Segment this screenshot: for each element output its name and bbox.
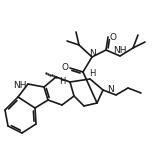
Text: O: O (62, 63, 68, 73)
Text: NH: NH (14, 80, 27, 90)
Text: N: N (107, 85, 114, 95)
Text: NH: NH (113, 46, 127, 55)
Text: H: H (59, 76, 65, 85)
Text: H: H (89, 70, 95, 78)
Text: N: N (89, 49, 95, 58)
Text: O: O (109, 32, 116, 41)
